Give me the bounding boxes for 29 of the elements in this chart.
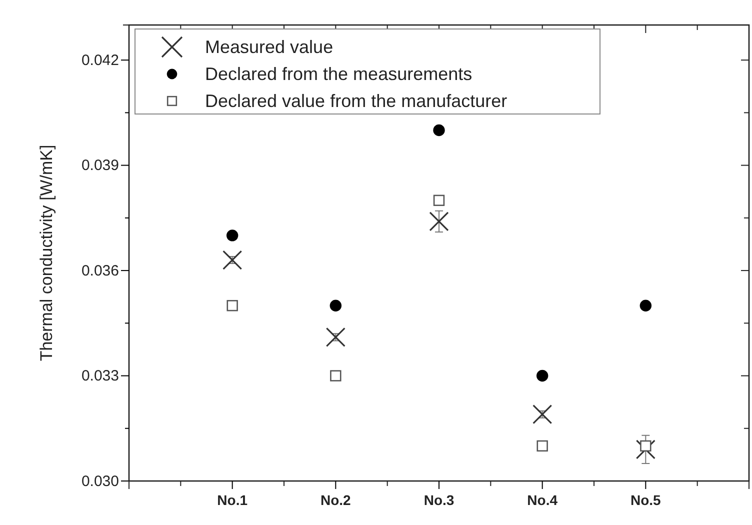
point [330, 300, 342, 312]
legend-label: Declared value from the manufacturer [205, 91, 508, 111]
y-tick-label: 0.036 [81, 262, 119, 280]
point [429, 212, 449, 232]
y-tick-label: 0.033 [81, 368, 119, 385]
y-tick-label: 0.039 [81, 157, 119, 174]
point [226, 300, 238, 312]
point [640, 300, 652, 312]
y-axis-title: Thermal conductivity [W/mK] [37, 144, 56, 362]
point [636, 440, 656, 460]
point [433, 194, 445, 206]
point [222, 250, 242, 270]
point [226, 230, 238, 242]
x-tick-label: No.5 [630, 492, 662, 508]
x-tick-label: No.4 [527, 492, 558, 508]
point [536, 370, 548, 382]
x-tick-label: No.1 [217, 492, 248, 508]
legend-label: Measured value [205, 37, 334, 57]
y-tick-label: 0.030 [81, 472, 119, 490]
point [536, 440, 548, 452]
x-tick-label: No.3 [424, 492, 454, 508]
point [640, 440, 652, 452]
y-tick-label: 0.042 [81, 52, 119, 69]
x-tick-label: No.2 [320, 492, 352, 508]
legend-label: Declared from the measurements [205, 64, 472, 84]
point [326, 327, 346, 347]
point [330, 370, 342, 382]
point [532, 404, 552, 424]
point [433, 124, 445, 136]
